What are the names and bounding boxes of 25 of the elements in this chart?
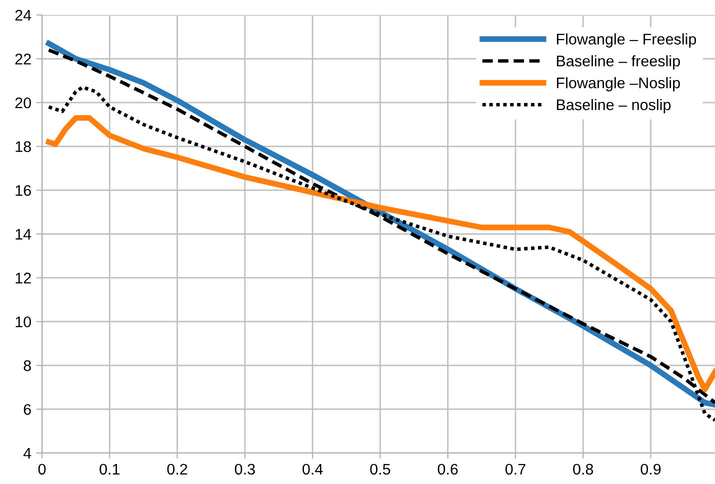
- x-tick-label: 0.1: [100, 464, 120, 475]
- x-tick-label: 0.7: [505, 464, 526, 475]
- y-tick-label: 6: [24, 404, 31, 415]
- y-tick-label: 20: [15, 97, 31, 108]
- x-tick-label: 0.3: [234, 464, 255, 475]
- y-tick-label: 10: [16, 316, 31, 328]
- y-tick-label: 22: [15, 54, 31, 64]
- x-tick-label: 0.5: [370, 464, 390, 475]
- x-tick-label: 0.9: [640, 464, 661, 475]
- x-tick-label: 0.2: [167, 464, 188, 475]
- y-tick-label: 12: [16, 272, 31, 284]
- legend-label: Baseline – noslip: [556, 98, 671, 114]
- y-tick-label: 8: [24, 360, 31, 372]
- y-tick-label: 14: [16, 229, 32, 240]
- y-tick-label: 4: [23, 448, 32, 459]
- y-tick-label: 18: [16, 141, 31, 152]
- legend-label: Baseline – freeslip: [556, 55, 680, 70]
- x-tick-label: 0.6: [438, 464, 458, 475]
- legend-label: Flowangle – Freeslip: [556, 33, 696, 48]
- x-tick-label: 0.8: [573, 464, 594, 475]
- legend-label: Flowangle –Noslip: [556, 77, 680, 92]
- x-tick-label: 0: [38, 464, 46, 475]
- y-tick-label: 16: [16, 185, 31, 196]
- y-tick-label: 24: [15, 10, 32, 21]
- x-tick-label: 0.4: [302, 464, 323, 475]
